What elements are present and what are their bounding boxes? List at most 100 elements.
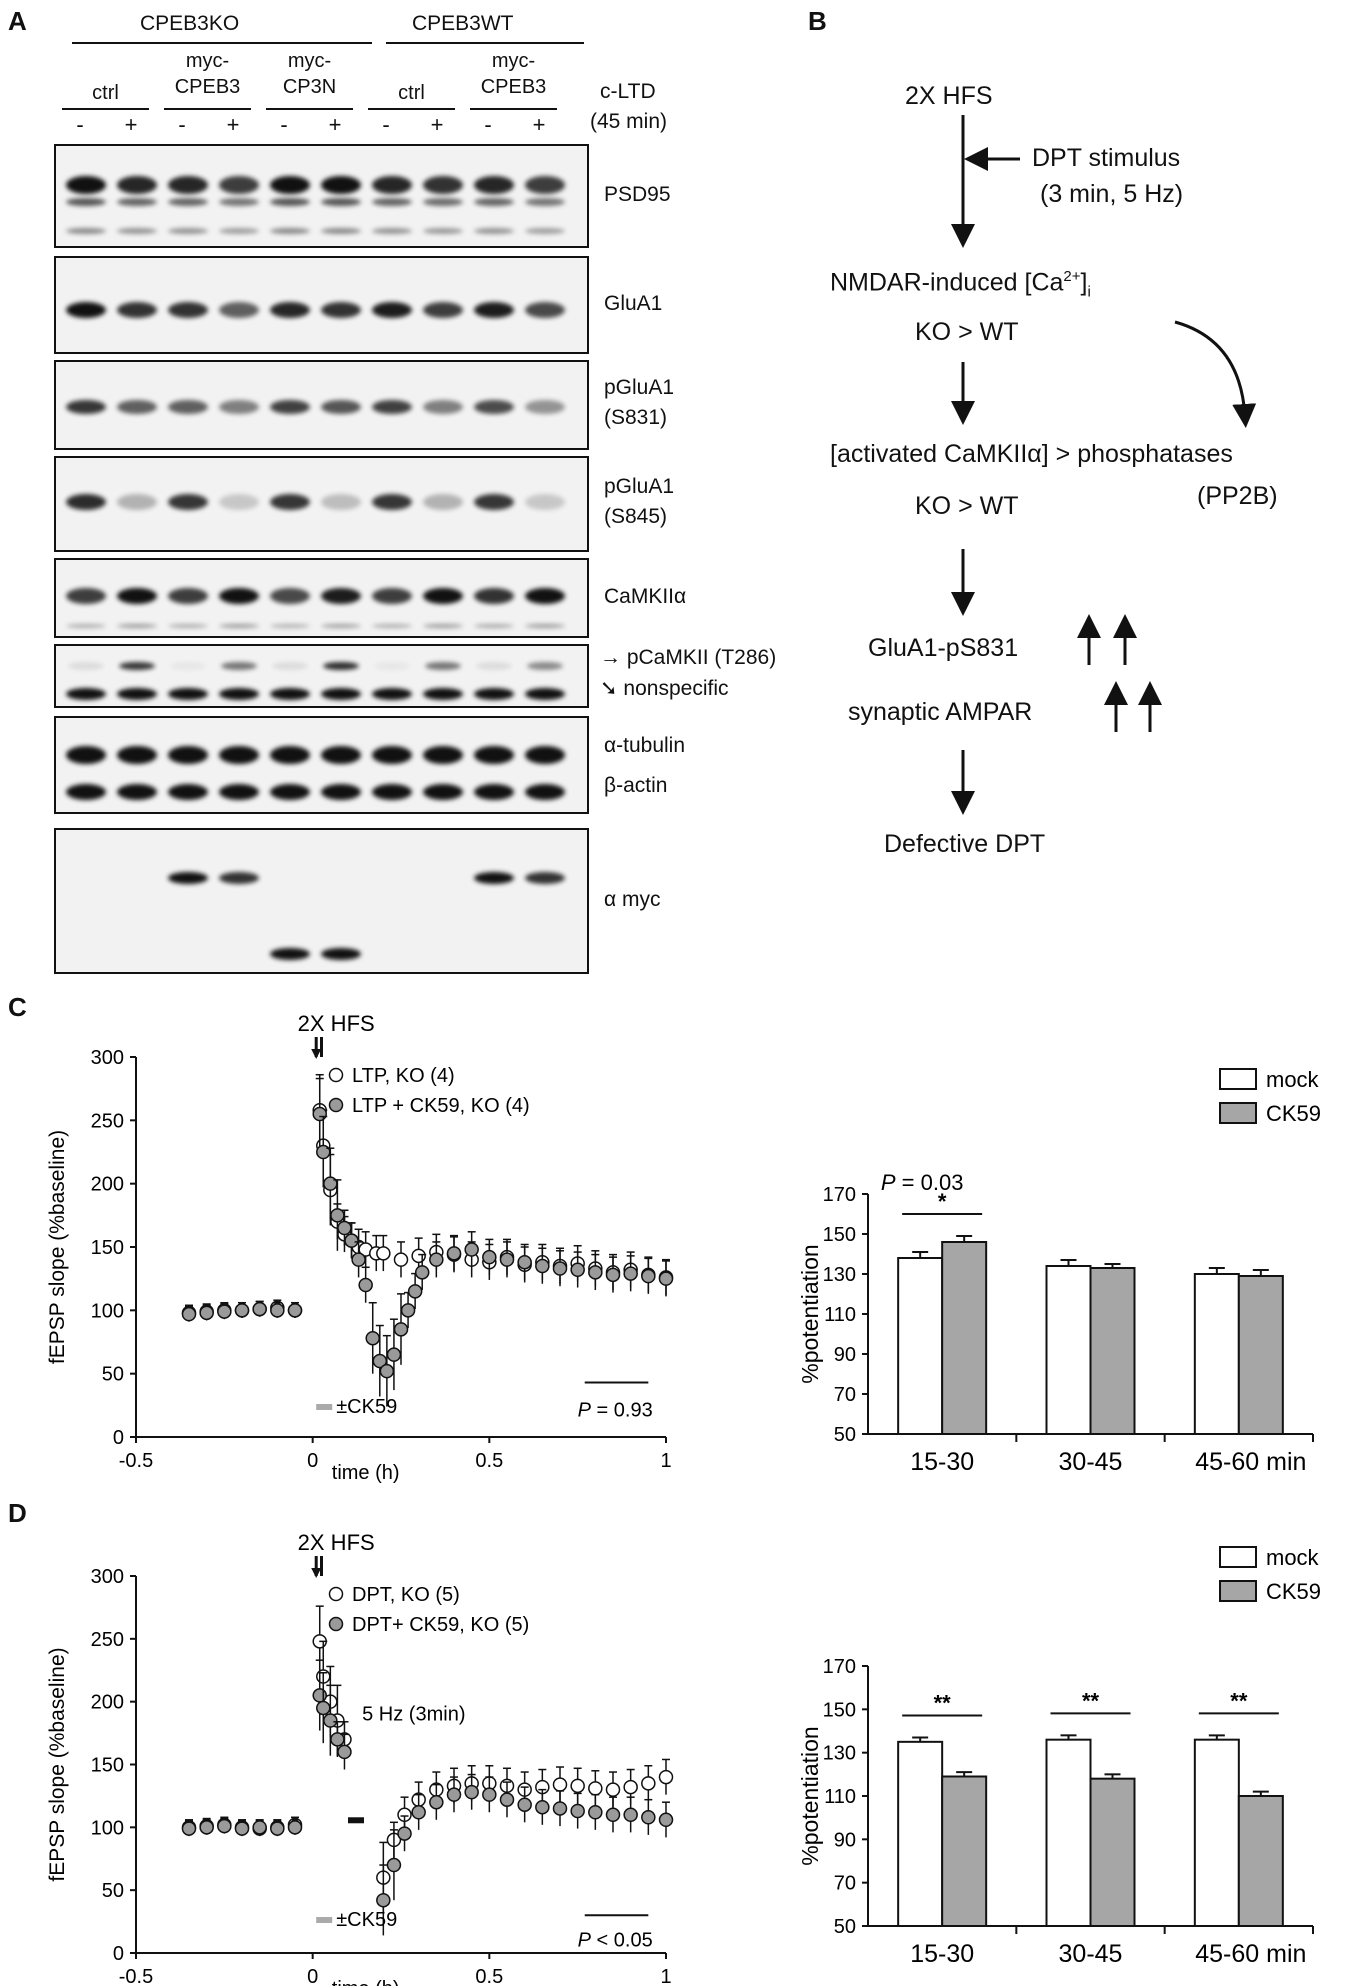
data-point — [517, 1254, 532, 1270]
band — [423, 400, 463, 414]
condition-line — [368, 108, 455, 110]
band — [525, 872, 565, 884]
band — [66, 176, 106, 194]
legend-label: DPT, KO (5) — [352, 1584, 460, 1606]
pvalue-italic: P — [578, 1400, 592, 1422]
y-tick-label: 170 — [823, 1184, 856, 1206]
data-point — [386, 1857, 402, 1873]
stim-label: 2X HFS — [298, 1530, 375, 1555]
panel-c-letter: C — [8, 992, 27, 1022]
band — [474, 400, 514, 414]
y-tick-label: 130 — [823, 1743, 856, 1765]
band — [525, 624, 565, 628]
band — [527, 662, 563, 670]
data-point — [312, 1106, 327, 1122]
band — [525, 176, 565, 194]
data-point — [570, 1262, 585, 1278]
blot-label: PSD95 — [604, 183, 671, 206]
group-label-ko: CPEB3KO — [140, 12, 240, 35]
band — [270, 494, 310, 510]
nmdar-close: ] — [1080, 268, 1088, 297]
bar-CK59 — [941, 1775, 988, 1927]
lane-sign: + — [532, 112, 546, 137]
band — [219, 302, 259, 318]
legend-swatch — [1219, 1546, 1257, 1568]
legend-marker — [328, 1097, 344, 1113]
condition-label: ctrl — [398, 82, 425, 104]
band — [219, 746, 259, 764]
blot-label: → pCaMKII (T286) — [600, 646, 777, 669]
data-point — [588, 1805, 603, 1820]
x-tick-label: 0.5 — [475, 1966, 503, 1986]
band — [168, 400, 208, 414]
band — [372, 688, 412, 700]
data-point — [535, 1258, 550, 1274]
y-tick-label: 150 — [823, 1699, 856, 1721]
bar-CK59 — [941, 1241, 988, 1435]
band — [321, 784, 361, 800]
flow-side-stimulus: DPT stimulus — [1032, 144, 1181, 172]
band — [270, 688, 310, 700]
y-tick-label: 100 — [91, 1300, 124, 1322]
legend-swatch — [1219, 1068, 1257, 1090]
data-point — [393, 1322, 409, 1337]
legend-marker — [328, 1586, 344, 1602]
condition-line — [266, 108, 353, 110]
y-tick-label: 250 — [91, 1110, 124, 1132]
pvalue-rest: < 0.05 — [591, 1930, 653, 1952]
data-point — [446, 1246, 462, 1261]
band — [423, 784, 463, 800]
band — [525, 494, 565, 510]
panel-a-letter: A — [8, 6, 27, 36]
band — [219, 400, 259, 414]
band — [474, 872, 514, 884]
band — [525, 228, 565, 234]
lane-sign: + — [430, 112, 444, 137]
flow-step-pS831: GluA1-pS831 — [868, 634, 1019, 662]
band — [321, 228, 361, 234]
series-2 — [181, 1077, 674, 1407]
panel-d-letter: D — [8, 1498, 27, 1528]
band — [168, 228, 208, 234]
stim-arrowhead — [311, 1568, 322, 1578]
y-tick-label: 50 — [834, 1916, 856, 1938]
drug-bar — [316, 1917, 333, 1923]
band — [474, 746, 514, 764]
data-point — [499, 1792, 515, 1807]
band — [423, 688, 463, 700]
data-point — [358, 1277, 373, 1293]
data-point — [641, 1810, 656, 1825]
y-tick-label: 150 — [823, 1224, 856, 1246]
nmdar-text: NMDAR-induced [Ca — [830, 268, 1064, 297]
condition-label: myc- CPEB3 — [174, 50, 241, 98]
band — [372, 746, 412, 764]
flow-side-stimulus-params: (3 min, 5 Hz) — [1040, 180, 1184, 208]
band — [66, 688, 106, 700]
lane-sign: - — [280, 112, 288, 137]
band — [423, 228, 463, 234]
flow-step-ko-wt-1: KO > WT — [915, 318, 1019, 346]
blot-label-2: β-actin — [604, 774, 668, 797]
bar-pvalue-italic: P — [881, 1170, 896, 1195]
flow-step-ko-wt-2: KO > WT — [915, 492, 1019, 520]
band — [321, 494, 361, 510]
blot-label-2: ➘ nonspecific — [600, 677, 729, 700]
drug-label: ±CK59 — [336, 1909, 397, 1931]
data-point — [588, 1781, 603, 1796]
band — [372, 302, 412, 318]
data-point — [217, 1818, 232, 1834]
y-tick-label: 150 — [91, 1755, 124, 1777]
condition-line — [470, 108, 557, 110]
series-2 — [181, 1659, 674, 1936]
blot-3 — [54, 360, 589, 450]
data-point — [234, 1303, 250, 1318]
x-axis-label: time (h) — [332, 1978, 400, 1986]
data-point — [411, 1805, 426, 1820]
band — [117, 624, 157, 628]
x-tick-label: 1 — [660, 1450, 671, 1472]
band — [525, 784, 565, 800]
legend-label: LTP + CK59, KO (4) — [352, 1095, 530, 1117]
y-tick-label: 200 — [91, 1174, 124, 1196]
stim-arrowhead — [311, 1049, 322, 1059]
y-tick-label: 110 — [824, 1786, 856, 1808]
